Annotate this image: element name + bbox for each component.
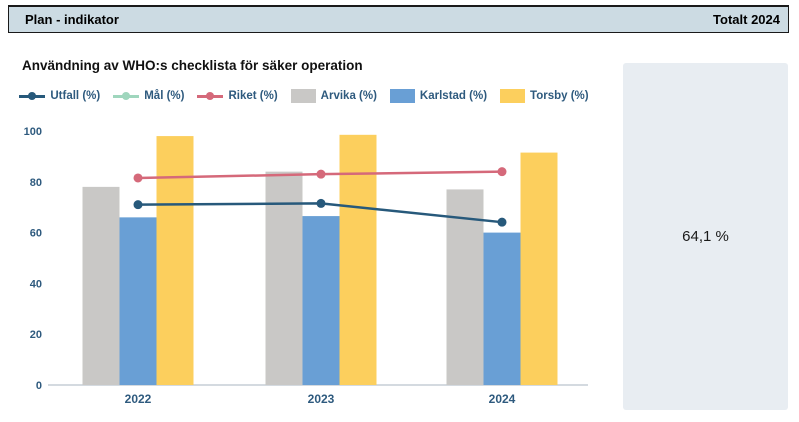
legend-line-marker-icon: [19, 92, 45, 101]
header-bar: Plan - indikator Totalt 2024: [8, 5, 789, 33]
legend-square-marker-icon: [500, 89, 525, 103]
point-utfall-2022: [134, 200, 143, 209]
legend-item-utfall[interactable]: Utfall (%): [19, 90, 100, 102]
legend-label: Torsby (%): [530, 90, 589, 102]
legend-item-m-l[interactable]: Mål (%): [113, 90, 184, 102]
legend-label: Utfall (%): [50, 90, 100, 102]
summary-value: 64,1 %: [682, 228, 729, 245]
legend-line-marker-icon: [113, 92, 139, 101]
y-axis-label: 80: [30, 177, 42, 189]
bar-karlstad-2022: [120, 217, 157, 385]
chart-legend: Utfall (%) Mål (%) Riket (%) Arvika (%) Karl…: [8, 89, 600, 103]
legend-label: Riket (%): [228, 90, 277, 102]
y-axis-label: 40: [30, 278, 42, 290]
legend-square-marker-icon: [390, 89, 415, 103]
header-total-label: Totalt 2024: [713, 12, 780, 27]
legend-label: Karlstad (%): [420, 90, 487, 102]
x-axis-label: 2023: [308, 392, 335, 406]
bar-torsby-2024: [521, 153, 558, 385]
bar-torsby-2022: [157, 136, 194, 385]
x-axis-label: 2022: [125, 392, 152, 406]
legend-label: Mål (%): [144, 90, 184, 102]
y-axis-label: 60: [30, 228, 42, 240]
y-axis-label: 0: [36, 380, 42, 392]
legend-line-marker-icon: [197, 92, 223, 101]
point-riket-2023: [317, 170, 326, 179]
bar-arvika-2022: [83, 187, 120, 385]
point-riket-2024: [498, 167, 507, 176]
summary-panel: 64,1 %: [623, 63, 788, 410]
legend-item-karlstad[interactable]: Karlstad (%): [390, 89, 487, 103]
legend-item-arvika[interactable]: Arvika (%): [291, 89, 377, 103]
chart-title: Användning av WHO:s checklista för säker…: [22, 58, 363, 73]
x-axis-label: 2024: [489, 392, 516, 406]
header-title: Plan - indikator: [25, 12, 119, 27]
bar-karlstad-2023: [303, 216, 340, 385]
y-axis-label: 20: [30, 329, 42, 341]
y-axis-label: 100: [24, 126, 42, 138]
point-utfall-2023: [317, 199, 326, 208]
chart-canvas: 0 20 40 60 80 100 2022 2023 2024: [8, 112, 600, 412]
bar-karlstad-2024: [484, 233, 521, 385]
plan-indicator-page: Plan - indikator Totalt 2024 Användning …: [0, 0, 799, 422]
legend-label: Arvika (%): [321, 90, 377, 102]
point-utfall-2024: [498, 218, 507, 227]
legend-square-marker-icon: [291, 89, 316, 103]
point-riket-2022: [134, 173, 143, 182]
legend-item-riket[interactable]: Riket (%): [197, 90, 277, 102]
legend-item-torsby[interactable]: Torsby (%): [500, 89, 589, 103]
